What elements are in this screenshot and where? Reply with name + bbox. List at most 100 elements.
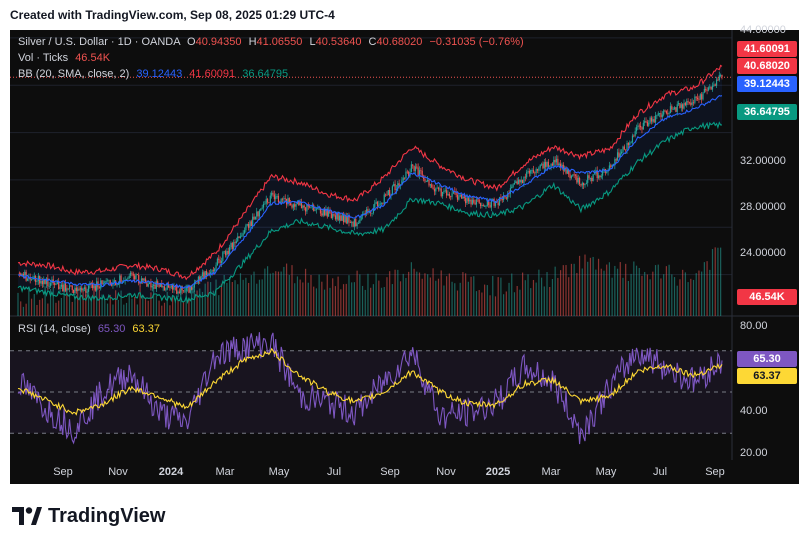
candle-body xyxy=(247,224,250,228)
volume-bar xyxy=(247,282,250,316)
candle-body xyxy=(558,163,560,166)
candle-body xyxy=(602,169,604,176)
candle-body xyxy=(158,284,160,287)
volume-bar xyxy=(492,275,494,316)
candle-body xyxy=(239,236,242,239)
volume-bar xyxy=(630,273,632,316)
candle-body xyxy=(375,201,377,204)
volume-bar xyxy=(687,282,689,316)
candle-body xyxy=(275,196,277,200)
candle-body xyxy=(116,284,118,286)
volume-bar xyxy=(516,285,518,316)
candle-body xyxy=(169,287,171,289)
x-tick-sep-2023: Sep xyxy=(53,466,73,478)
volume-bar xyxy=(25,303,27,316)
candle-body xyxy=(313,205,315,211)
candle-body xyxy=(630,142,632,144)
volume-bar xyxy=(134,296,136,316)
candle-body xyxy=(580,184,582,186)
volume-legend[interactable]: Vol · Ticks 46.54K xyxy=(18,52,110,64)
candle-body xyxy=(696,97,699,100)
candle-body xyxy=(144,278,147,283)
candle-body xyxy=(370,212,372,214)
volume-bar xyxy=(644,271,646,316)
candle-body xyxy=(677,103,680,105)
candle-body xyxy=(507,193,509,199)
chart-area[interactable]: Silver / U.S. Dollar · 1D · OANDA O40.94… xyxy=(10,24,799,484)
candle-body xyxy=(398,183,400,186)
candle-body xyxy=(589,177,592,179)
candle-body xyxy=(482,205,484,207)
candle-body xyxy=(18,272,20,274)
candle-body xyxy=(356,223,358,227)
volume-bar xyxy=(98,289,100,316)
volume-bar xyxy=(500,277,502,316)
candle-body xyxy=(110,284,113,286)
volume-bar xyxy=(315,288,318,316)
volume-bar xyxy=(489,295,491,316)
volume-bar xyxy=(416,271,418,316)
volume-bar xyxy=(125,302,128,316)
candle-body xyxy=(87,285,90,292)
candle-body xyxy=(452,191,455,194)
candle-body xyxy=(68,285,71,289)
volume-bar xyxy=(383,287,385,316)
volume-bar xyxy=(587,261,589,316)
candle-body xyxy=(67,288,69,290)
bb-lower-line xyxy=(17,121,722,305)
candle-body xyxy=(334,215,337,220)
candle-body xyxy=(211,270,213,273)
candle-body xyxy=(673,107,676,110)
bb-basis-badge: 39.12443 xyxy=(737,76,797,92)
candle-body xyxy=(71,285,73,290)
volume-bar xyxy=(144,297,147,316)
volume-bar xyxy=(77,287,79,316)
volume-bar xyxy=(627,280,630,316)
volume-bar xyxy=(616,268,619,316)
candle-body xyxy=(642,122,644,130)
candle-body xyxy=(151,286,153,288)
bb-basis-value: 39.12443 xyxy=(136,68,183,80)
candle-body xyxy=(177,291,179,294)
rsi-legend[interactable]: RSI (14, close) 65.30 63.37 xyxy=(18,323,160,335)
candle-body xyxy=(574,174,577,176)
volume-bar xyxy=(139,285,141,316)
candle-body xyxy=(523,176,525,184)
candle-body xyxy=(138,274,140,284)
volume-bar xyxy=(142,295,144,316)
candle-body xyxy=(94,285,96,291)
candle-body xyxy=(422,177,425,180)
volume-bar xyxy=(679,279,681,316)
candle-body xyxy=(626,142,628,150)
candle-body xyxy=(184,290,186,292)
candle-body xyxy=(378,204,380,207)
chart-canvas[interactable] xyxy=(10,30,799,484)
candle-body xyxy=(498,197,501,206)
volume-bar xyxy=(720,247,722,316)
candle-body xyxy=(519,179,521,183)
candle-body xyxy=(78,289,80,291)
symbol-legend[interactable]: Silver / U.S. Dollar · 1D · OANDA O40.94… xyxy=(18,36,524,48)
candle-body xyxy=(652,119,654,122)
volume-bar xyxy=(427,274,429,316)
candle-body xyxy=(310,207,312,208)
bb-legend[interactable]: BB (20, SMA, close, 2) 39.12443 41.60091… xyxy=(18,68,288,80)
candle-body xyxy=(661,114,663,118)
x-tick-sep-2025: Sep xyxy=(705,466,725,478)
volume-bar xyxy=(562,265,564,316)
tradingview-logo[interactable]: TradingView xyxy=(12,503,165,529)
candle-body xyxy=(690,102,692,105)
candle-body xyxy=(73,289,75,294)
volume-bar xyxy=(304,268,307,316)
volume-bar xyxy=(33,294,35,316)
candle-body xyxy=(349,222,351,224)
candle-body xyxy=(245,225,247,231)
volume-bar xyxy=(530,288,532,316)
candle-body xyxy=(433,188,436,192)
volume-bar xyxy=(52,286,54,316)
volume-bar xyxy=(380,287,383,316)
candle-body xyxy=(92,283,94,289)
candle-body xyxy=(201,272,204,276)
candle-body xyxy=(283,198,285,200)
candle-body xyxy=(557,158,559,166)
